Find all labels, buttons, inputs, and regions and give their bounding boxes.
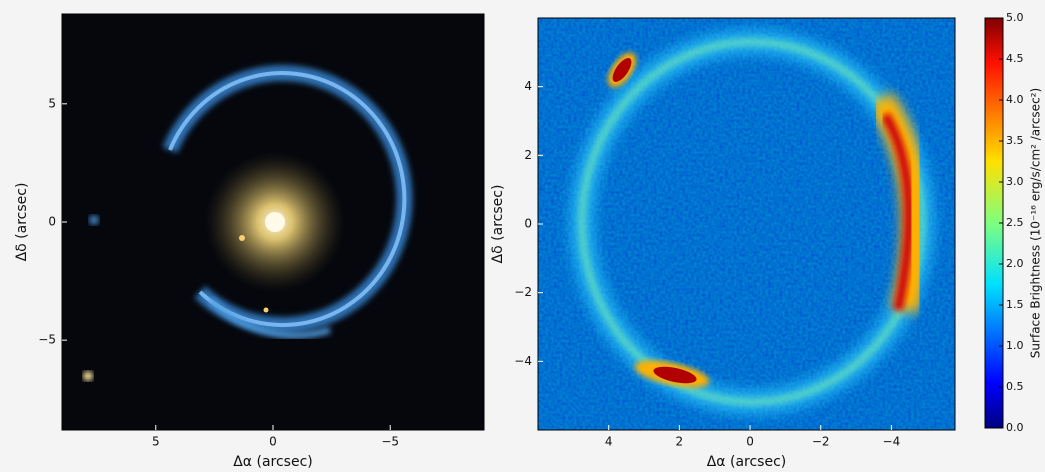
colorbar-tick-label: 5.0	[1006, 11, 1024, 24]
y-tick-label: −5	[38, 333, 56, 347]
colorbar-tick-label: 4.0	[1006, 93, 1024, 106]
colorbar-tick-label: 1.0	[1006, 339, 1024, 352]
x-axis-label: Δα (arcsec)	[707, 454, 787, 470]
y-tick-label: 5	[48, 96, 56, 110]
x-tick-label: 2	[676, 435, 684, 449]
x-tick-label: 0	[269, 435, 277, 449]
colorbar-tick-label: 1.5	[1006, 298, 1024, 311]
figure: 5 0 −5 5 0 −5 Δα (arcsec) Δδ (arcsec) 4 2 0 −2 −4 4 2 0…	[0, 0, 1045, 472]
y-tick-label: 0	[48, 215, 56, 229]
colorbar-tick-label: 0.0	[1006, 421, 1024, 434]
colorbar-tick-label: 3.5	[1006, 134, 1024, 147]
x-tick-label: 0	[746, 435, 754, 449]
colorbar-tick-label: 0.5	[1006, 380, 1024, 393]
colorbar-tick-label: 2.0	[1006, 257, 1024, 270]
brightness-map	[538, 18, 955, 430]
x-axis-label: Δα (arcsec)	[233, 454, 313, 470]
colorbar-tick-label: 4.5	[1006, 52, 1024, 65]
x-tick-label: −4	[883, 435, 901, 449]
colorbar-tick-label: 3.0	[1006, 175, 1024, 188]
x-tick-label: 4	[605, 435, 613, 449]
y-tick-label: 4	[524, 79, 532, 93]
y-tick-label: 2	[524, 148, 532, 162]
y-tick-label: −4	[514, 354, 532, 368]
y-axis-label: Δδ (arcsec)	[490, 185, 506, 264]
x-tick-label: −2	[812, 435, 830, 449]
x-tick-label: −5	[381, 435, 399, 449]
y-tick-label: 0	[524, 217, 532, 231]
y-tick-label: −2	[514, 285, 532, 299]
colorbar-label: Surface Brightness (10⁻¹⁶ erg/s/cm² /arc…	[1029, 88, 1043, 358]
optical-image	[62, 14, 484, 430]
y-axis-label: Δδ (arcsec)	[14, 183, 30, 262]
colorbar-tick-label: 2.5	[1006, 216, 1024, 229]
x-tick-label: 5	[152, 435, 160, 449]
